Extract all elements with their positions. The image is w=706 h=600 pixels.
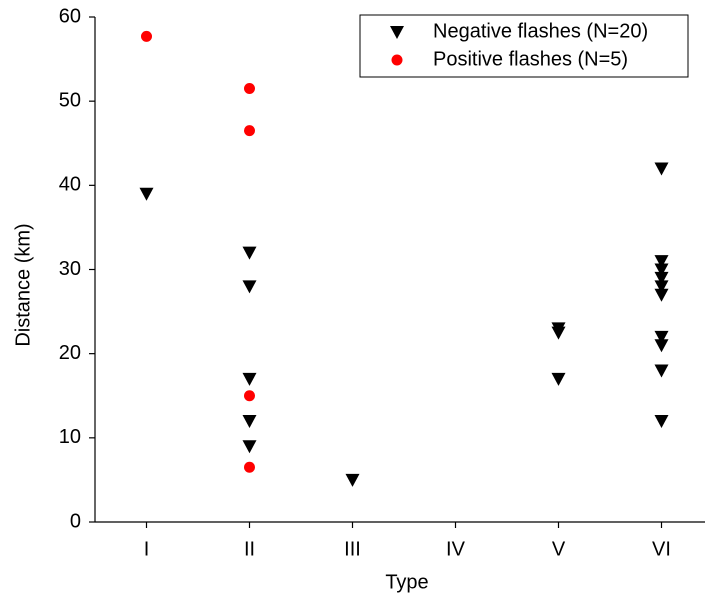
y-tick-label: 50: [59, 89, 81, 111]
data-point: [242, 280, 257, 294]
y-tick-label: 0: [70, 510, 81, 532]
data-point: [242, 246, 257, 260]
data-point: [244, 125, 255, 137]
data-point: [654, 339, 669, 353]
y-tick-label: 30: [59, 258, 81, 280]
y-tick-label: 40: [59, 174, 81, 196]
data-point: [654, 280, 669, 294]
x-tick-label: II: [244, 538, 255, 560]
legend-marker: [390, 26, 404, 39]
y-axis-label: Distance (km): [12, 223, 34, 346]
data-point: [654, 330, 669, 344]
data-point: [242, 440, 257, 454]
data-point: [654, 162, 669, 176]
data-point: [244, 390, 255, 402]
y-tick-label: 10: [59, 426, 81, 448]
data-point: [242, 372, 257, 386]
legend-label: Negative flashes (N=20): [433, 20, 648, 42]
y-tick-label: 20: [59, 342, 81, 364]
x-tick-label: IV: [446, 538, 466, 560]
data-point: [654, 415, 669, 428]
data-point: [244, 461, 255, 473]
x-tick-label: V: [552, 538, 566, 560]
legend-marker: [391, 54, 403, 66]
data-point: [244, 83, 255, 95]
data-point: [345, 473, 360, 487]
data-point: [551, 326, 566, 340]
data-point: [551, 372, 566, 386]
data-point: [654, 364, 669, 378]
x-axis-label: Type: [385, 571, 428, 593]
data-point: [139, 187, 154, 201]
legend-box: [359, 14, 689, 78]
legend-label: Positive flashes (N=5): [433, 48, 628, 70]
data-point: [654, 288, 669, 302]
y-tick-label: 60: [59, 5, 81, 27]
x-tick-label: III: [344, 538, 361, 560]
x-tick-label: VI: [652, 538, 671, 560]
data-point: [654, 263, 669, 277]
data-point: [242, 415, 257, 428]
data-point: [654, 271, 669, 285]
data-point: [654, 255, 669, 269]
x-tick-label: I: [144, 538, 150, 560]
data-point: [141, 30, 152, 42]
